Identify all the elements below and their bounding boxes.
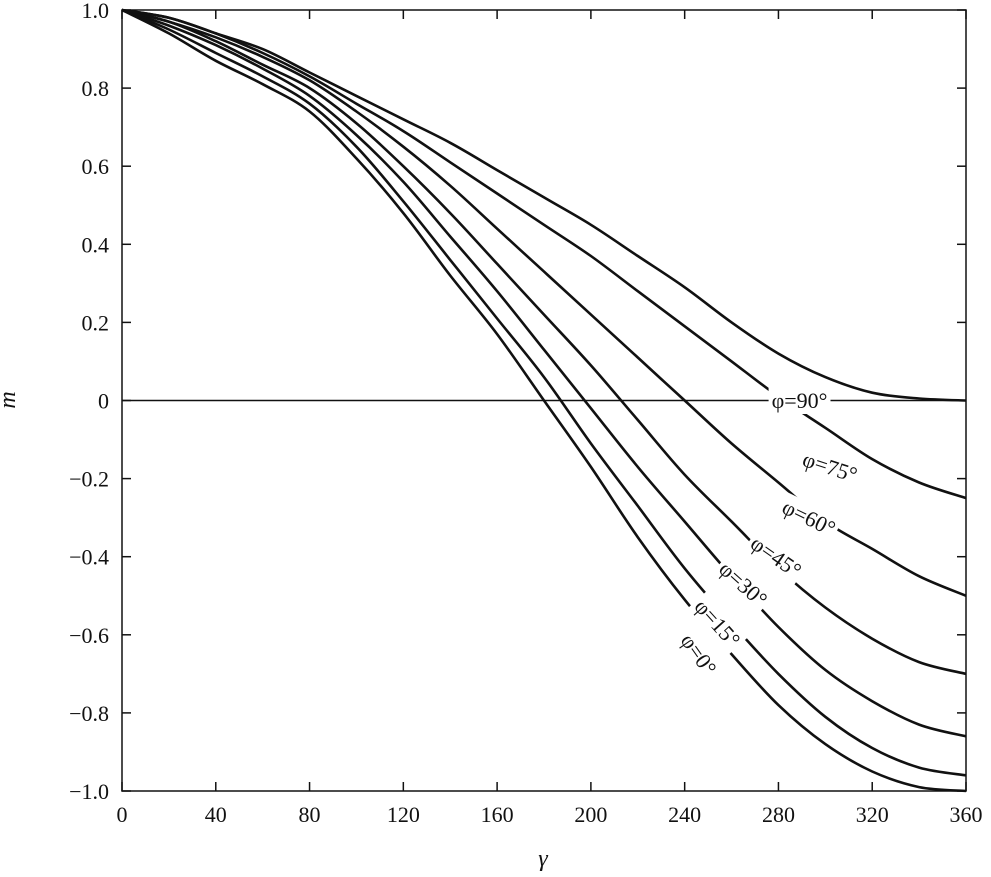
curve-label-bg-4 [711,553,776,615]
y-tick-label: −0.8 [69,701,109,726]
y-tick-label: −0.4 [69,545,109,570]
curve-label-bg-1 [796,444,864,490]
series-line-5 [121,8,967,500]
y-tick-label: −0.2 [69,467,109,492]
ticks-group: 0 40 80 120 160 200 240 280 320 360 1.0 0.8 0.6 0.4 0.… [69,0,982,827]
curves-group [121,8,967,793]
curve-labels-group: φ=90°φ=75°φ=60°φ=45°φ=30°φ=15°φ=0° [673,387,864,683]
x-tick-label: 200 [574,802,607,827]
curve-label-bg-3 [743,527,810,586]
x-axis-title: γ [538,846,548,872]
x-tick-label: 120 [387,802,420,827]
y-tick-label: 0.4 [82,232,110,257]
series-line-4 [121,8,967,597]
series-line-6 [121,8,967,402]
series-line-2 [121,8,967,738]
curve-label-bg-0 [768,387,831,414]
y-axis-title: m [0,391,21,408]
curve-label-bg-2 [775,491,843,544]
x-tick-label: 240 [668,802,701,827]
curve-label-bg-5 [686,591,749,656]
x-tick-label: 320 [856,802,889,827]
curve-label-3: φ=45° [746,530,806,583]
y-tick-label: −1.0 [69,779,109,804]
x-tick-label: 280 [762,802,795,827]
x-tick-label: 160 [481,802,514,827]
curve-label-1: φ=75° [800,446,861,487]
x-tick-label: 0 [117,802,128,827]
x-tick-label: 80 [299,802,321,827]
y-tick-label: 1.0 [82,0,110,23]
x-tick-label: 360 [950,802,983,827]
curve-label-bg-6 [673,625,725,683]
curve-label-0: φ=90° [772,388,828,413]
y-tick-label: 0 [98,389,109,414]
y-tick-label: −0.6 [69,623,109,648]
series-line-1 [121,8,967,777]
x-tick-label: 40 [205,802,227,827]
y-tick-label: 0.8 [82,76,110,101]
series-line-3 [121,8,967,676]
y-tick-label: 0.6 [82,154,110,179]
y-tick-label: 0.2 [82,310,110,335]
curve-label-2: φ=60° [778,494,839,541]
